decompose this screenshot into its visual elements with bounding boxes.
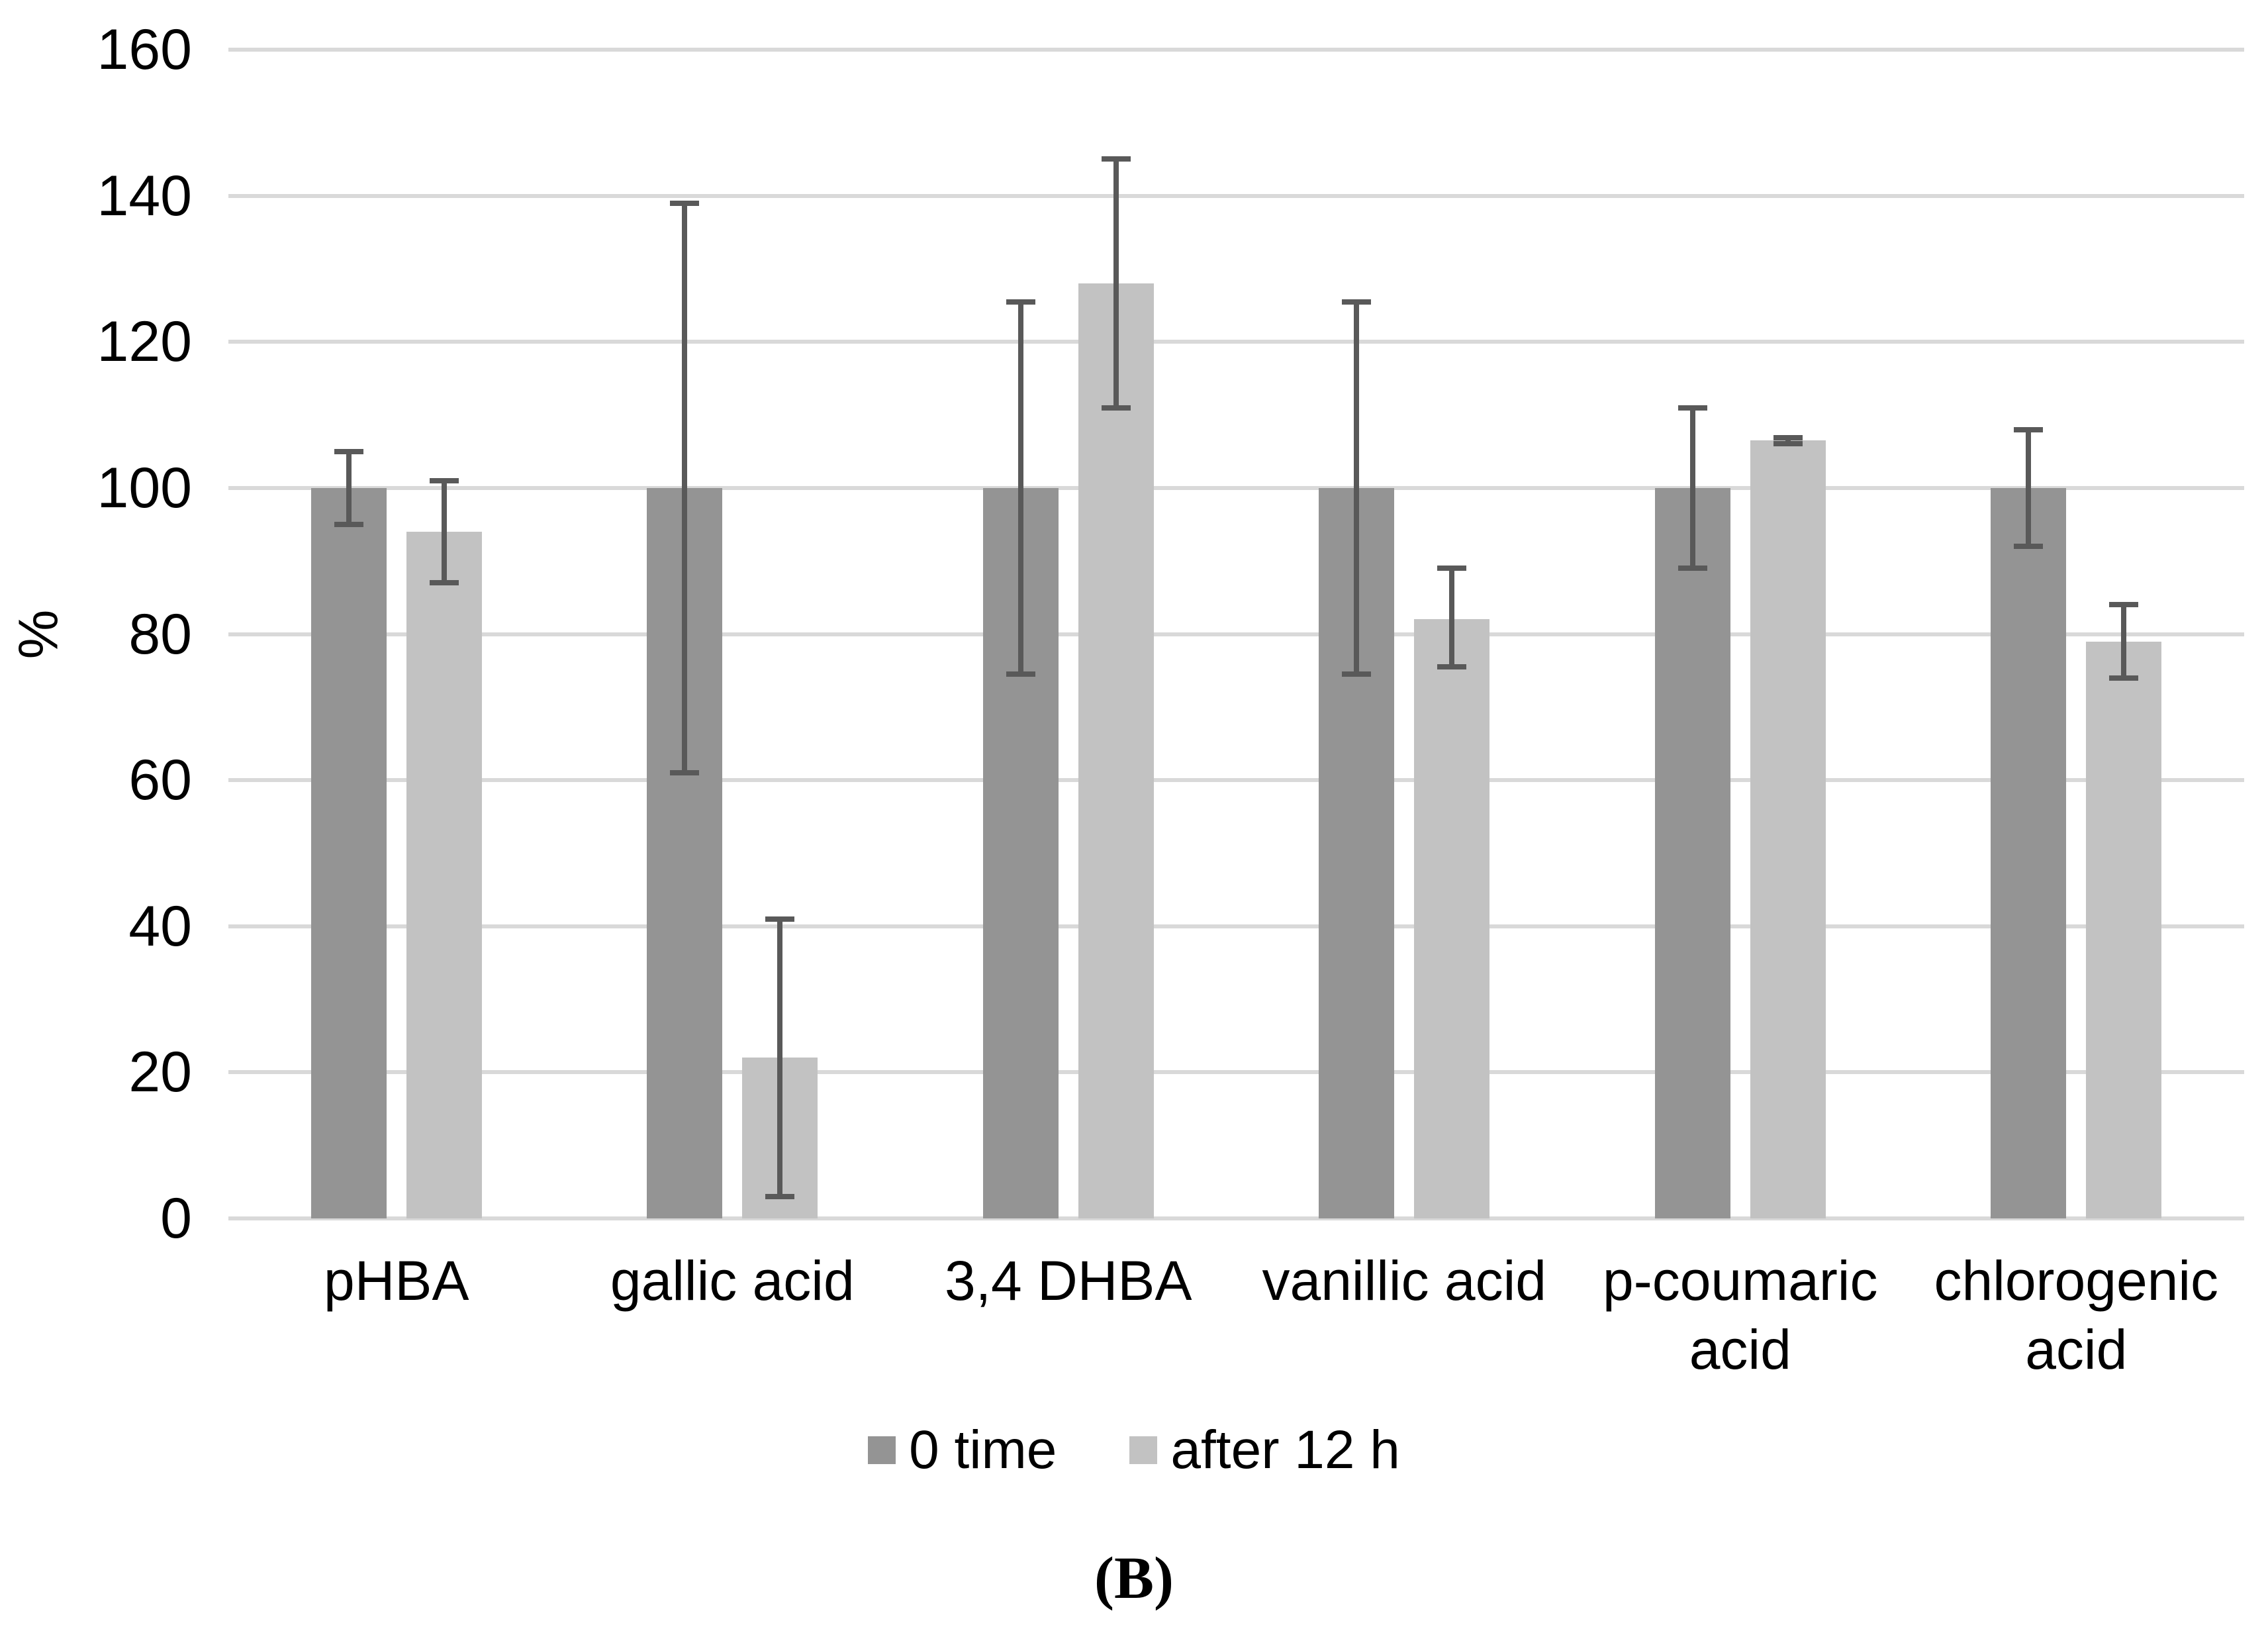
y-tick-label-80: 80 (128, 602, 192, 666)
plot-area (228, 48, 2244, 1220)
bar-after-12-h-3 (1414, 619, 1490, 1218)
bar-after-12-h-0 (406, 532, 482, 1218)
y-tick-label-160: 160 (97, 18, 193, 81)
error-cap-bottom-after-12-h-5 (2109, 675, 2139, 681)
error-cap-bottom-after-12-h-1 (765, 1193, 795, 1199)
gridline-y-40 (228, 924, 2244, 928)
error-cap-top-after-12-h-4 (1773, 434, 1803, 440)
error-bar-after-12-h-4 (1785, 437, 1791, 444)
error-cap-bottom-after-12-h-0 (429, 580, 459, 586)
gridline-y-160 (228, 48, 2244, 52)
error-bar-0-time-0 (346, 451, 352, 525)
gridline-y-140 (228, 193, 2244, 198)
error-bar-after-12-h-1 (777, 918, 783, 1197)
error-cap-bottom-0-time-1 (670, 770, 700, 776)
x-category-label-1: gallic acid (610, 1250, 855, 1312)
gridline-y-80 (228, 632, 2244, 636)
y-tick-label-120: 120 (97, 310, 193, 374)
error-cap-bottom-0-time-2 (1006, 671, 1035, 677)
gridline-y-60 (228, 778, 2244, 783)
error-cap-bottom-after-12-h-3 (1437, 664, 1467, 670)
legend-item-0-time: 0 time (868, 1417, 1057, 1483)
error-bar-after-12-h-2 (1113, 159, 1119, 408)
error-cap-bottom-0-time-0 (334, 522, 363, 528)
error-cap-top-0-time-5 (2014, 426, 2044, 432)
error-bar-0-time-1 (682, 203, 688, 773)
x-category-label-4: p-coumaric acid (1603, 1250, 1878, 1381)
legend-label-0-time: 0 time (909, 1420, 1057, 1480)
x-category-label-5: chlorogenic acid (1934, 1250, 2219, 1381)
x-category-label-0: pHBA (324, 1250, 469, 1312)
error-cap-bottom-0-time-4 (1677, 566, 1707, 571)
gridline-y-100 (228, 485, 2244, 490)
y-tick-label-100: 100 (97, 456, 193, 520)
bar-after-12-h-2 (1078, 283, 1154, 1218)
error-bar-after-12-h-0 (441, 480, 447, 583)
bar-0-time-5 (1991, 487, 2067, 1218)
legend-label-after-12h: after 12 h (1170, 1420, 1400, 1480)
error-bar-after-12-h-3 (1449, 568, 1455, 667)
bar-0-time-4 (1654, 487, 1730, 1218)
error-cap-top-0-time-4 (1677, 405, 1707, 411)
error-bar-0-time-5 (2026, 429, 2032, 547)
y-tick-label-140: 140 (97, 164, 193, 228)
legend-swatch-0-time (868, 1436, 896, 1464)
error-bar-0-time-4 (1689, 407, 1695, 569)
y-tick-label-60: 60 (128, 748, 192, 813)
error-bar-0-time-2 (1017, 301, 1023, 675)
y-tick-label-20: 20 (128, 1040, 192, 1105)
x-category-label-2: 3,4 DHBA (945, 1250, 1192, 1312)
error-cap-top-0-time-2 (1006, 299, 1035, 305)
bar-0-time-0 (310, 487, 387, 1218)
bar-after-12-h-4 (1750, 440, 1826, 1218)
y-tick-label-40: 40 (128, 894, 192, 958)
error-cap-bottom-0-time-5 (2014, 544, 2044, 550)
legend: 0 time after 12 h (0, 1417, 2268, 1483)
figure-caption: (B) (1094, 1546, 1174, 1611)
error-cap-top-0-time-3 (1342, 299, 1372, 305)
y-tick-label-0: 0 (160, 1187, 192, 1250)
legend-swatch-after-12h (1129, 1436, 1158, 1464)
error-cap-bottom-after-12-h-2 (1101, 405, 1131, 411)
error-cap-bottom-0-time-3 (1342, 671, 1372, 677)
error-cap-top-0-time-1 (670, 200, 700, 206)
error-cap-top-0-time-0 (334, 448, 363, 454)
error-bar-after-12-h-5 (2121, 605, 2127, 678)
x-category-label-3: vanillic acid (1262, 1250, 1546, 1312)
error-cap-top-after-12-h-2 (1101, 156, 1131, 162)
error-cap-top-after-12-h-1 (765, 916, 795, 922)
legend-item-after-12h: after 12 h (1129, 1417, 1400, 1483)
error-cap-top-after-12-h-0 (429, 477, 459, 483)
error-cap-top-after-12-h-5 (2109, 602, 2139, 608)
error-cap-bottom-after-12-h-4 (1773, 440, 1803, 446)
error-bar-0-time-3 (1354, 301, 1360, 675)
gridline-y-20 (228, 1070, 2244, 1075)
gridline-y-120 (228, 340, 2244, 344)
error-cap-top-after-12-h-3 (1437, 566, 1467, 571)
bar-after-12-h-5 (2086, 641, 2162, 1218)
gridline-y-0 (228, 1216, 2244, 1220)
